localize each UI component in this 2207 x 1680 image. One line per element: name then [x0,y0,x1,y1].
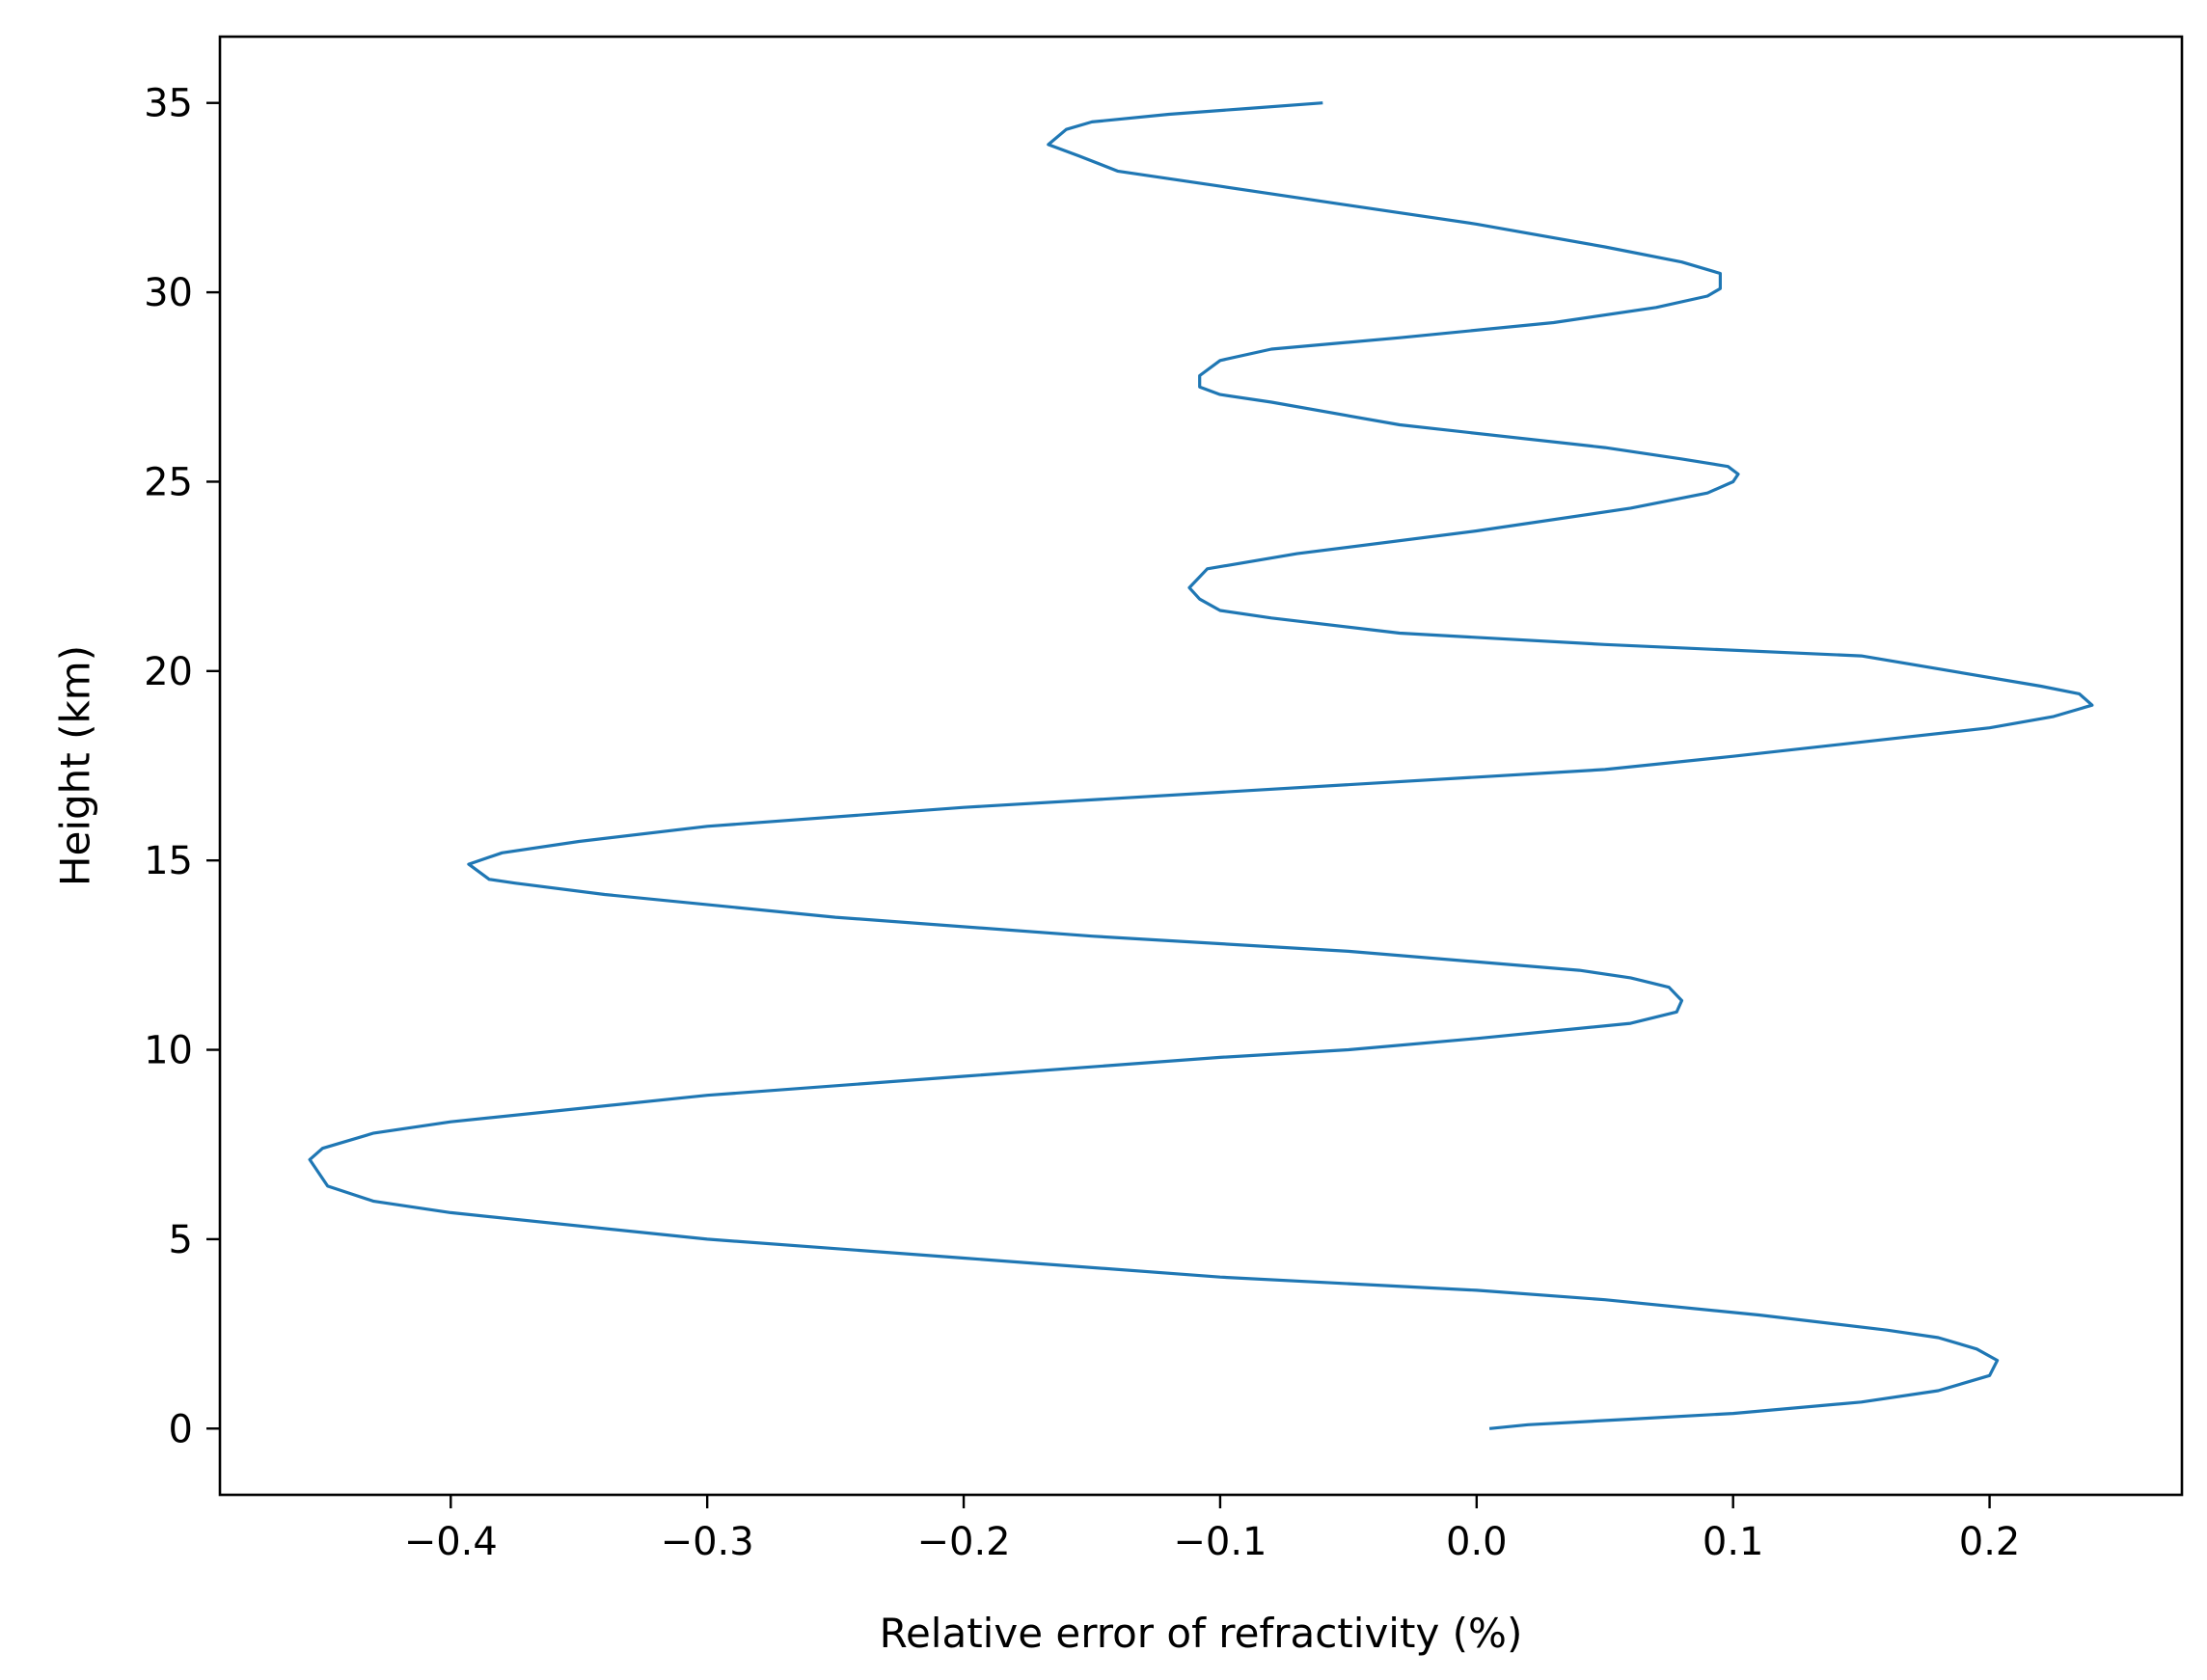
series-line-0 [308,101,2094,1430]
plot-background [220,37,2182,1495]
x-axis-ticks: −0.4 −0.3 −0.2 −0.1 0.0 0.1 0.2 [404,1495,2021,1564]
x-tick-label: −0.3 [661,1520,754,1564]
axes-border [218,35,2184,1497]
x-tick-label: −0.4 [404,1520,498,1564]
y-tick-label: 5 [169,1218,193,1262]
x-axis-label: Relative error of refractivity (%) [880,1610,1523,1657]
x-tick-label: 0.1 [1703,1520,1764,1564]
series-layer [308,101,2094,1430]
y-tick-label: 30 [144,271,193,315]
x-tick-label: −0.1 [1173,1520,1267,1564]
y-axis-ticks: 0 5 10 15 20 25 30 35 [144,82,220,1451]
y-tick-label: 35 [144,82,193,126]
x-tick-label: −0.2 [916,1520,1010,1564]
y-tick-label: 15 [144,839,193,883]
y-axis-label: Height (km) [52,645,99,886]
x-tick-label: 0.0 [1446,1520,1508,1564]
y-tick-label: 25 [144,460,193,504]
y-tick-label: 0 [169,1407,193,1451]
y-tick-label: 20 [144,650,193,694]
plot-area [220,37,2182,1495]
x-tick-label: 0.2 [1959,1520,2021,1564]
y-tick-label: 10 [144,1029,193,1073]
axes-frame [218,35,2184,1497]
